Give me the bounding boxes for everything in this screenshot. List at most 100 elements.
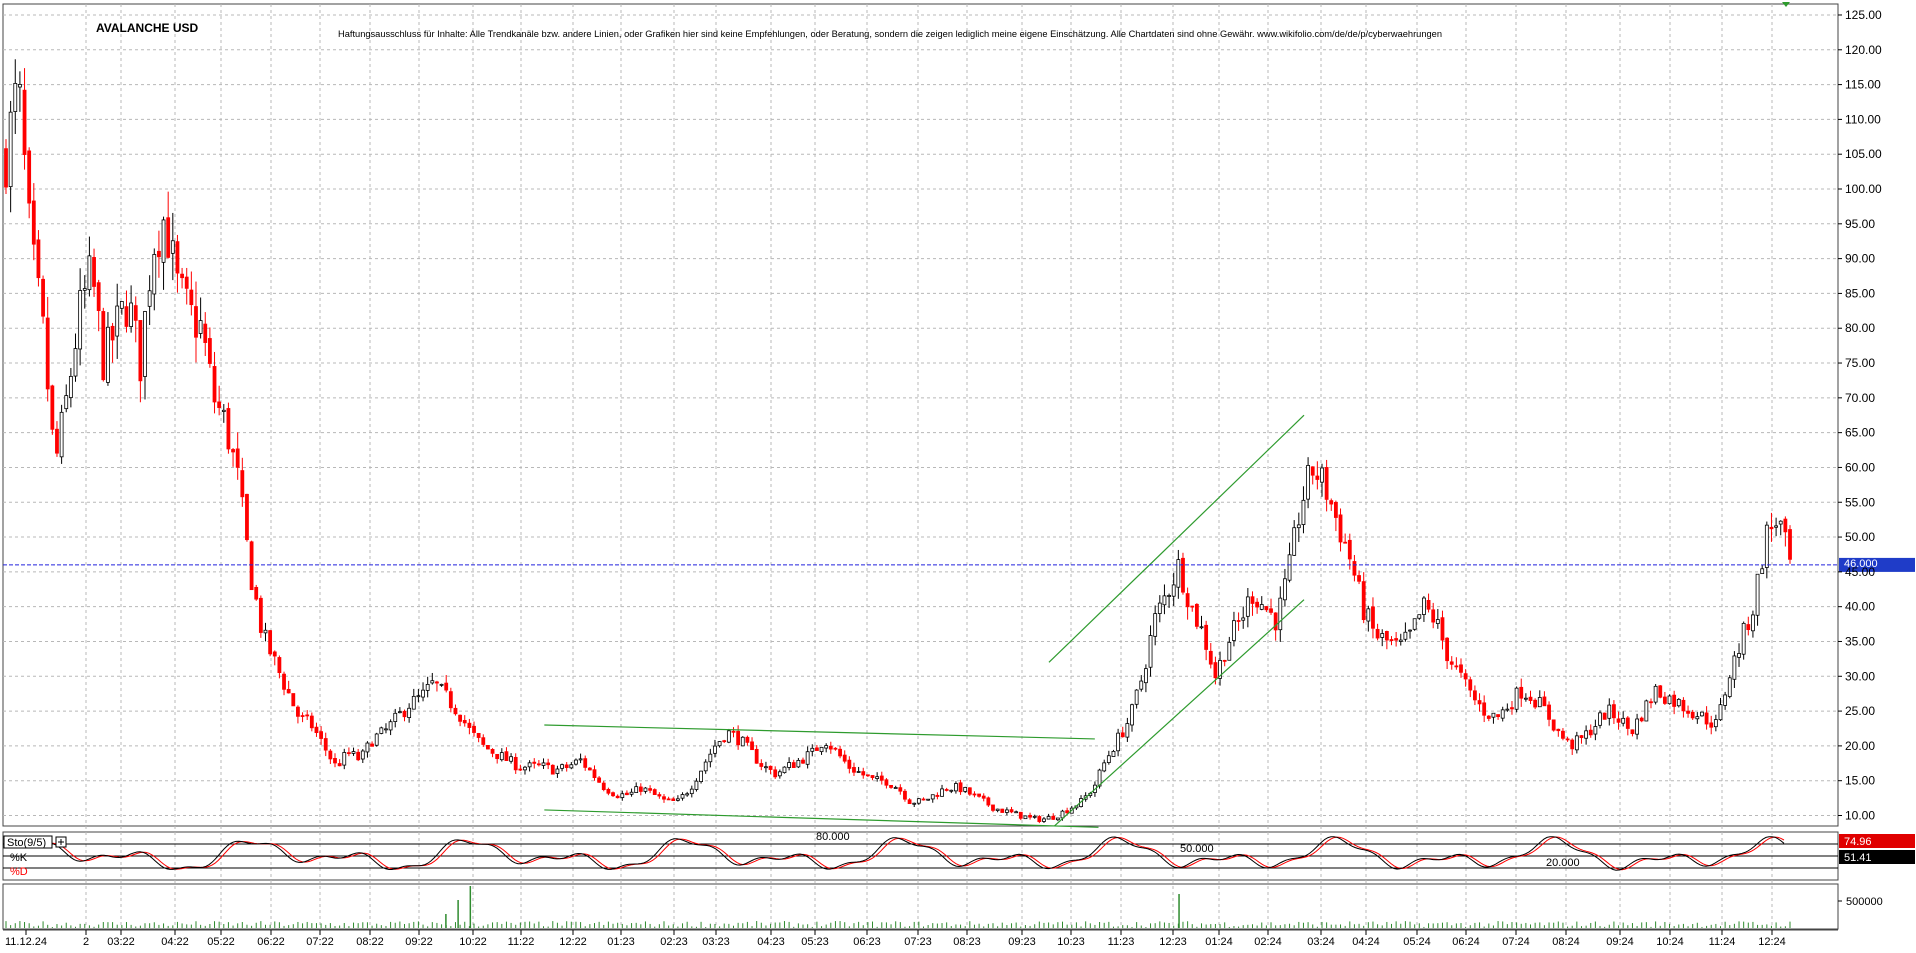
candle-body-up: [360, 750, 365, 760]
candle-body-down: [1690, 711, 1695, 719]
candle-body-down: [518, 768, 523, 771]
candle-body-up: [717, 741, 722, 747]
candle-body-down: [462, 720, 467, 724]
candle-body-up: [374, 733, 379, 746]
candle-body-up: [342, 752, 347, 766]
y-tick-label: 80.00: [1845, 321, 1875, 335]
candle-body-down: [296, 706, 300, 717]
candle-body-up: [1102, 762, 1107, 772]
candle-body-up: [18, 84, 22, 88]
candle-body-up: [893, 787, 898, 789]
current-price-label: 46.000: [1844, 558, 1878, 570]
y-tick-label: 20.00: [1845, 739, 1875, 753]
y-tick-label: 45.00: [1845, 565, 1875, 579]
candle-body-up: [1218, 660, 1222, 679]
candle-body-up: [1695, 716, 1700, 720]
x-tick-label: 12:23: [1159, 936, 1187, 948]
d-value-box: [1839, 850, 1915, 864]
candle-body-up: [73, 348, 78, 377]
candle-body-down: [50, 385, 55, 430]
candle-body-down: [981, 795, 986, 799]
top-marker-icon: [1782, 2, 1790, 7]
x-tick-label: 08:23: [953, 936, 981, 948]
candle-body-up: [1292, 527, 1297, 556]
candle-body-up: [351, 751, 356, 754]
candle-body-up: [560, 764, 564, 769]
candle-body-down: [1371, 606, 1375, 629]
x-tick-label: 05:23: [801, 936, 829, 948]
k-value-box: [1839, 834, 1915, 848]
candle-body-down: [184, 276, 189, 289]
candle-body-up: [425, 684, 430, 691]
candle-body-up: [694, 780, 699, 790]
candle-body-up: [1667, 695, 1672, 705]
candle-body-down: [657, 794, 662, 797]
candle-body-up: [1167, 595, 1171, 597]
x-tick-label: 10:22: [459, 936, 487, 948]
current-price-box: [1839, 557, 1915, 572]
candle-body-down: [991, 804, 995, 811]
candle-body-down: [337, 763, 342, 767]
candle-body-down: [490, 748, 495, 754]
candle-body-up: [1153, 613, 1158, 637]
candle-body-down: [546, 762, 551, 766]
candle-body-up: [1232, 620, 1236, 641]
candle-body-up: [685, 793, 690, 796]
y-tick-label: 95.00: [1845, 217, 1875, 231]
candle-body-down: [597, 777, 602, 783]
candle-body-up: [198, 320, 203, 334]
candle-body-down: [55, 428, 59, 454]
candle-body-up: [1241, 617, 1246, 621]
candle-body-up: [1366, 608, 1371, 622]
x-tick-label: 10:24: [1656, 936, 1684, 948]
candle-body-down: [435, 681, 439, 684]
candle-body-up: [1607, 704, 1612, 719]
x-tick-label: 04:22: [161, 936, 189, 948]
osc-level-50: 50.000: [1180, 843, 1214, 855]
candle-body-down: [1269, 608, 1273, 613]
candle-body-up: [1380, 633, 1385, 638]
candle-body-up: [634, 786, 639, 793]
candle-body-up: [388, 721, 393, 731]
candle-body-down: [1639, 717, 1644, 722]
x-tick-label: 02:24: [1254, 936, 1282, 948]
candle-body-down: [1065, 810, 1070, 814]
candle-body-down: [175, 241, 180, 274]
candle-body-up: [1700, 711, 1704, 717]
y-tick-label: 60.00: [1845, 460, 1875, 474]
candle-body-down: [448, 691, 453, 709]
candle-body-down: [750, 741, 754, 751]
x-tick-label: 11:22: [508, 936, 535, 948]
candle-body-up: [1278, 597, 1283, 631]
volume-tick-label: 500000: [1846, 896, 1883, 908]
candle-body-up: [439, 683, 444, 686]
candle-body-down: [1185, 593, 1190, 608]
candle-body-up: [365, 742, 370, 753]
candle-body-up: [1491, 712, 1496, 718]
candle-body-down: [458, 714, 463, 722]
candle-body-down: [1431, 609, 1436, 623]
candle-body-down: [1310, 466, 1315, 476]
candle-body-down: [1347, 539, 1352, 560]
candle-body-up: [421, 689, 425, 698]
candle-body-down: [625, 792, 629, 796]
candle-body-down: [944, 789, 949, 791]
candle-body-up: [810, 747, 815, 752]
oscillator-name: Sto(9/5): [7, 837, 46, 849]
candle-body-down: [773, 769, 778, 778]
candle-body-down: [1528, 696, 1533, 701]
candle-body-down: [1542, 696, 1547, 707]
candle-body-up: [1435, 619, 1440, 624]
candle-body-down: [22, 89, 27, 155]
candle-body-up: [1621, 717, 1626, 724]
candle-body-down: [309, 715, 314, 729]
candle-body-up: [764, 766, 768, 769]
candle-body-up: [1106, 755, 1111, 763]
x-tick-label: 03:22: [107, 936, 135, 948]
candle-body-up: [713, 745, 717, 754]
oscillator-name-box: [3, 835, 53, 849]
x-tick-label: 09:23: [1008, 936, 1036, 948]
candle-body-up: [574, 759, 578, 765]
candle-body-down: [138, 320, 143, 382]
candle-body-down: [731, 730, 736, 733]
